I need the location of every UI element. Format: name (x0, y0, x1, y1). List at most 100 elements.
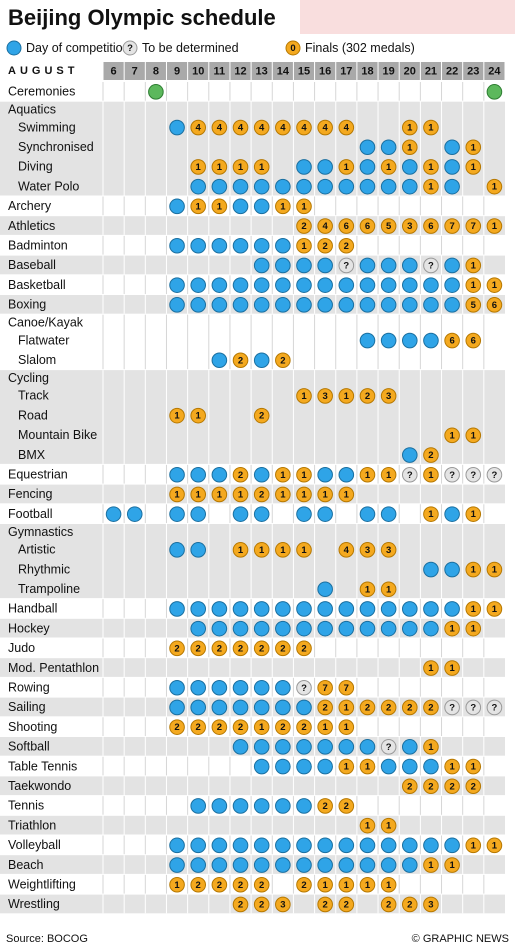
row-band (0, 235, 505, 255)
competition-day (317, 257, 333, 274)
row-band (0, 484, 505, 504)
competition-day (317, 601, 333, 617)
finals-count: 1 (428, 123, 434, 134)
finals-day (253, 486, 270, 503)
finals-day (423, 660, 439, 676)
sport-label: Badminton (8, 239, 68, 253)
competition-day (401, 758, 418, 775)
competition-day (232, 679, 249, 696)
title: Beijing Olympic schedule (8, 5, 276, 30)
finals-day (190, 640, 207, 657)
competition-day (444, 837, 460, 854)
finals-count: 2 (238, 643, 243, 654)
competition-day (296, 798, 312, 814)
competition-day (296, 837, 312, 854)
competition-day (232, 178, 249, 195)
competition-day (169, 237, 185, 254)
finals-count: 1 (428, 470, 434, 481)
competition-day (190, 178, 207, 195)
title-decoration (300, 0, 515, 34)
finals-day (486, 178, 503, 195)
competition-day (275, 257, 291, 274)
row-band (0, 599, 505, 618)
day-number: 10 (192, 65, 204, 77)
competition-day (380, 257, 397, 274)
competition-day (169, 542, 185, 558)
finals-count: 2 (238, 880, 243, 891)
finals-count: 2 (301, 643, 306, 654)
finals-count: 1 (365, 470, 371, 481)
competition-day (444, 506, 460, 522)
competition-day (275, 679, 291, 696)
sport-label: Equestrian (8, 468, 68, 482)
finals-day (380, 388, 397, 404)
competition-day (359, 139, 376, 156)
competition-day (190, 297, 207, 313)
day-header (124, 62, 145, 80)
competition-day (444, 561, 460, 578)
finals-day (465, 758, 482, 775)
finals-day (380, 876, 397, 893)
competition-day (401, 277, 418, 293)
day-header (336, 62, 357, 80)
month: AUGUST (8, 65, 78, 77)
finals-day (190, 407, 207, 424)
competition-day (169, 857, 185, 873)
competition-day (253, 198, 270, 215)
tbd-day (444, 699, 460, 716)
competition-day (401, 178, 418, 195)
competition-day (190, 277, 207, 293)
finals-day (211, 159, 228, 175)
finals-day (190, 719, 207, 735)
finals-count: 1 (428, 742, 434, 753)
day-header (272, 62, 293, 80)
competition-day (253, 466, 270, 483)
finals-count: 7 (323, 683, 328, 694)
finals-count: 2 (217, 880, 222, 891)
sport-label: Canoe/Kayak (8, 315, 84, 329)
competition-day (275, 758, 291, 775)
competition-day (169, 297, 185, 313)
discipline-label: Water Polo (18, 179, 79, 193)
finals-count: 4 (301, 123, 307, 134)
finals-count: 3 (323, 391, 328, 402)
finals-count: 2 (365, 391, 370, 402)
finals-count: 1 (259, 722, 265, 733)
finals-count: 6 (449, 336, 454, 347)
finals-count: 6 (344, 221, 349, 232)
finals-count: 7 (471, 221, 476, 232)
finals-day (465, 257, 482, 274)
day-header (463, 62, 484, 80)
competition-day (253, 297, 270, 313)
day-number: 14 (277, 65, 290, 77)
finals-count: 1 (471, 260, 477, 271)
competition-day (423, 561, 439, 578)
finals-day (232, 159, 249, 175)
tbd-day (380, 739, 397, 755)
finals-day (423, 218, 439, 234)
day-header (442, 62, 463, 80)
tbd-day (486, 699, 503, 716)
finals-day (423, 778, 439, 795)
finals-day (232, 719, 249, 735)
sport-label: Volleyball (8, 838, 61, 852)
finals-count: 2 (428, 450, 433, 461)
finals-count: 4 (280, 123, 286, 134)
discipline-label: Trampoline (18, 582, 80, 596)
competition-day (190, 837, 207, 854)
competition-day (232, 506, 249, 522)
finals-count: 2 (301, 221, 306, 232)
finals-count: 4 (238, 123, 244, 134)
finals-day (232, 896, 249, 913)
finals-count: 1 (301, 470, 307, 481)
finals-day (169, 719, 185, 735)
sport-label: Taekwondo (8, 779, 71, 793)
competition-day (211, 837, 228, 854)
competition-day (253, 352, 270, 369)
day-number: 8 (153, 65, 159, 77)
finals-day (275, 640, 291, 657)
finals-day (423, 506, 439, 522)
tbd-mark: ? (492, 702, 498, 713)
competition-day (380, 620, 397, 637)
finals-day (444, 660, 460, 676)
